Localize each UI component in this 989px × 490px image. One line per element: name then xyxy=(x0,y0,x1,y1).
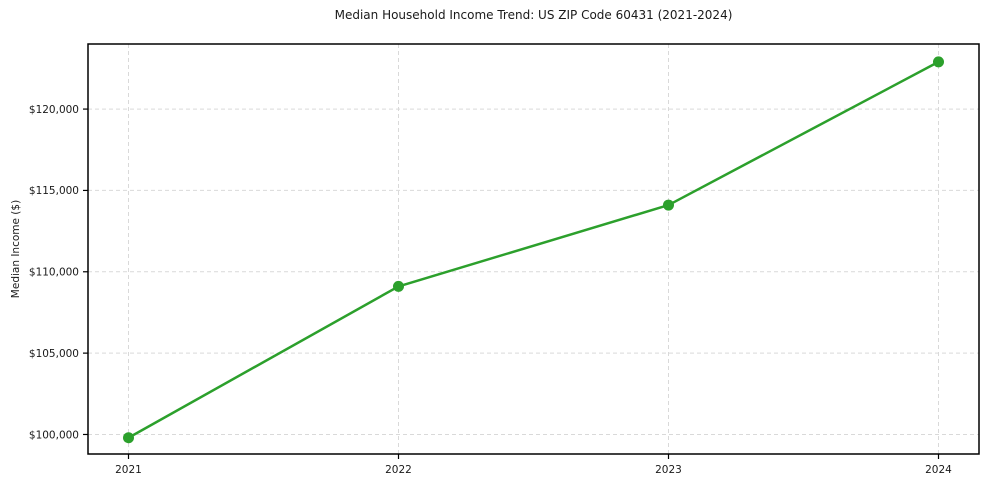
data-point xyxy=(663,199,674,211)
x-tick-label: 2022 xyxy=(385,464,412,476)
y-tick-label: $100,000 xyxy=(29,429,79,441)
y-tick-label: $105,000 xyxy=(29,348,79,360)
chart-title: Median Household Income Trend: US ZIP Co… xyxy=(334,8,733,22)
x-tick-label: 2023 xyxy=(655,464,682,476)
y-tick-label: $120,000 xyxy=(29,104,79,116)
data-point xyxy=(393,280,404,292)
trend-line xyxy=(127,60,940,439)
data-point xyxy=(123,432,134,444)
data-point xyxy=(933,56,944,68)
x-tick-label: 2021 xyxy=(115,464,142,476)
plot-border xyxy=(87,43,980,455)
x-tick-label: 2024 xyxy=(925,464,952,476)
y-tick-label: $110,000 xyxy=(29,267,79,279)
y-tick-label: $115,000 xyxy=(29,185,79,197)
